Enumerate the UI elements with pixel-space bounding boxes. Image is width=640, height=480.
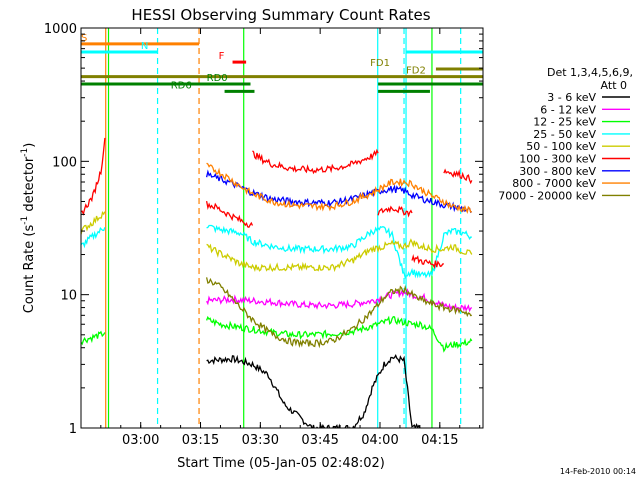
y-label-main: Count Rate (s xyxy=(22,225,37,314)
series-6 xyxy=(205,169,473,214)
legend-header-line1: Det 1,3,4,5,6,9, xyxy=(547,66,633,79)
series-3-segment-0 xyxy=(81,226,106,249)
y-axis-ticks: 1 10 100 1000 xyxy=(44,22,483,437)
x-axis-ticks: 03:00 03:15 03:30 03:45 04:00 04:15 xyxy=(100,28,481,448)
legend-label-3: 25 - 50 keV xyxy=(533,128,596,141)
series-7 xyxy=(206,162,473,214)
x-tick-label-0: 03:00 xyxy=(122,433,159,448)
series-4 xyxy=(81,210,473,273)
flag-label-rd6: RD6 xyxy=(171,80,192,91)
series-5-segment-5 xyxy=(443,168,473,185)
y-axis-label: Count Rate (s-1 detector-1) xyxy=(20,143,37,314)
series-4-segment-0 xyxy=(81,210,106,235)
series-group xyxy=(81,137,473,428)
y-tick-label-1: 10 xyxy=(60,289,77,304)
series-5-segment-1 xyxy=(205,200,254,228)
legend-label-7: 800 - 7000 keV xyxy=(512,177,596,190)
y-tick-label-3: 1000 xyxy=(44,22,77,37)
series-5-segment-4 xyxy=(411,254,444,270)
series-5-segment-2 xyxy=(252,148,379,175)
series-3 xyxy=(81,224,472,280)
series-2 xyxy=(81,315,473,353)
legend-label-8: 7000 - 20000 keV xyxy=(498,189,596,202)
series-6-segment-0 xyxy=(205,169,473,214)
legend-label-0: 3 - 6 keV xyxy=(547,91,596,104)
y-label-sup1: -1 xyxy=(20,216,30,225)
y-label-sup2: -1 xyxy=(20,148,30,157)
chart-title: HESSI Observing Summary Count Rates xyxy=(131,6,430,24)
series-3-segment-1 xyxy=(206,224,472,280)
flag-label-fd2: FD2 xyxy=(406,66,426,77)
series-0 xyxy=(206,354,421,428)
flag-label-f: F xyxy=(219,51,225,62)
series-8 xyxy=(205,277,472,349)
legend-label-2: 12 - 25 keV xyxy=(533,116,596,129)
legend-label-6: 300 - 800 keV xyxy=(519,165,596,178)
x-axis-label: Start Time (05-Jan-05 02:48:02) xyxy=(177,456,385,471)
series-5 xyxy=(81,137,473,270)
x-tick-label-4: 04:00 xyxy=(361,433,398,448)
x-tick-label-1: 03:15 xyxy=(182,433,219,448)
x-tick-label-2: 03:30 xyxy=(242,433,279,448)
flag-label-n: N xyxy=(141,41,148,52)
observing-flag-bars: S N F FD1 FD2 RD0 RD6 xyxy=(81,33,483,93)
series-0-segment-0 xyxy=(206,354,421,428)
series-5-segment-3 xyxy=(377,205,413,218)
vertical-marker-lines xyxy=(105,28,462,428)
y-tick-label-2: 100 xyxy=(52,155,77,170)
series-2-segment-0 xyxy=(81,330,106,346)
series-7-segment-0 xyxy=(206,162,473,214)
legend-label-1: 6 - 12 keV xyxy=(540,103,596,116)
y-tick-label-0: 1 xyxy=(69,422,77,437)
plot-frame xyxy=(80,27,484,429)
legend-header-line2: Att 0 xyxy=(601,79,627,92)
x-tick-label-3: 03:45 xyxy=(301,433,338,448)
y-label-mid: detector xyxy=(22,156,37,216)
y-label-end: ) xyxy=(22,143,37,148)
footer-timestamp: 14-Feb-2010 00:14 xyxy=(560,467,636,476)
legend-label-4: 50 - 100 keV xyxy=(526,140,596,153)
series-5-segment-0 xyxy=(81,137,106,216)
flag-label-fd1: FD1 xyxy=(370,58,390,69)
series-8-segment-0 xyxy=(205,277,472,349)
flag-label-s: S xyxy=(81,33,87,44)
series-2-segment-1 xyxy=(205,315,473,353)
x-tick-label-5: 04:15 xyxy=(421,433,458,448)
legend-label-5: 100 - 300 keV xyxy=(519,153,596,166)
flag-label-rd0: RD0 xyxy=(207,73,228,84)
series-4-segment-1 xyxy=(206,238,473,273)
